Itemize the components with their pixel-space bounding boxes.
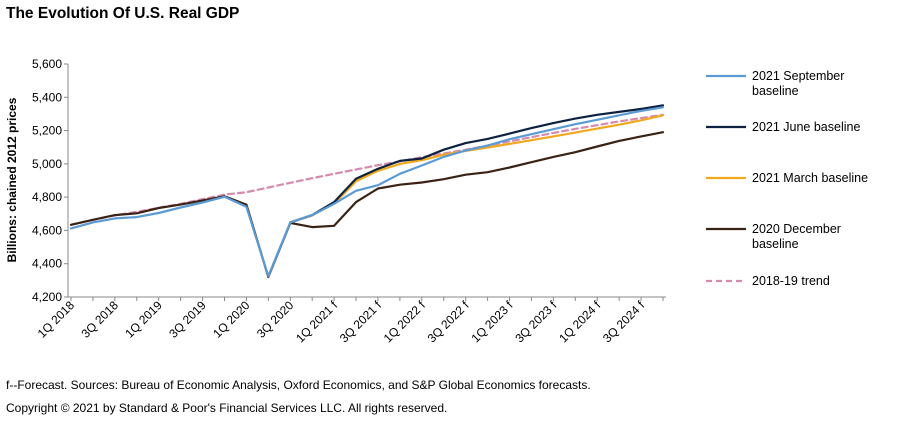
series-line-2021-june-baseline — [289, 104, 665, 224]
x-tick-label: 1Q 2021 f — [293, 298, 341, 346]
y-tick-label: 4,600 — [32, 223, 62, 237]
chart-title: The Evolution Of U.S. Real GDP — [6, 5, 240, 22]
y-tick-label: 5,600 — [32, 57, 62, 71]
legend-label: 2021 June baseline — [752, 120, 860, 134]
y-tick-label: 5,200 — [32, 124, 62, 138]
x-tick-label: 3Q 2019 — [166, 298, 209, 341]
copyright-notice: Copyright © 2021 by Standard & Poor's Fi… — [6, 401, 448, 415]
x-axis-ticks: 1Q 2018 3Q 2018 1Q 2019 3Q 2019 1Q 2020 3Q 20… — [35, 297, 664, 346]
x-tick-label: 1Q 2022 f — [381, 298, 429, 346]
y-tick-label: 4,200 — [32, 290, 62, 304]
legend-label: 2018-19 trend — [752, 274, 830, 288]
series-line-2021-march-baseline — [289, 114, 665, 224]
x-tick-label: 3Q 2018 — [79, 298, 122, 341]
y-tick-label: 5,400 — [32, 90, 62, 104]
x-tick-label: 3Q 2022 f — [425, 298, 473, 346]
y-axis-ticks: 4,200 4,400 4,600 4,800 5,000 5,200 5,400 5,600 — [32, 57, 68, 304]
x-tick-label: 3Q 2021 f — [337, 298, 385, 346]
legend-label: 2021 September — [752, 69, 844, 83]
x-tick-label: 1Q 2018 — [35, 298, 78, 341]
legend-label: baseline — [752, 237, 799, 251]
y-tick-label: 4,400 — [32, 257, 62, 271]
x-tick-label: 3Q 2023 f — [512, 298, 560, 346]
x-tick-label: 1Q 2019 — [122, 298, 165, 341]
x-tick-label: 3Q 2024 f — [600, 298, 648, 346]
series-line-2021-september-baseline — [69, 106, 665, 278]
legend-label: baseline — [752, 84, 799, 98]
series-layer — [69, 104, 665, 279]
legend-label: 2021 March baseline — [752, 171, 868, 185]
gdp-line-chart: 4,200 4,400 4,600 4,800 5,000 5,200 5,400 5,600… — [5, 57, 868, 346]
x-tick-label: 1Q 2020 — [210, 298, 253, 341]
x-tick-label: 1Q 2023 f — [468, 298, 516, 346]
y-tick-label: 4,800 — [32, 190, 62, 204]
y-axis-label: Billions: chained 2012 prices — [5, 97, 19, 262]
footnote-sources: f--Forecast. Sources: Bureau of Economic… — [6, 378, 591, 392]
x-tick-label: 1Q 2024 f — [556, 298, 604, 346]
series-line-2020-december-baseline — [69, 131, 665, 279]
axes — [67, 64, 666, 298]
y-tick-label: 5,000 — [32, 157, 62, 171]
x-tick-label: 3Q 2020 — [254, 298, 297, 341]
legend-label: 2020 December — [752, 222, 841, 236]
